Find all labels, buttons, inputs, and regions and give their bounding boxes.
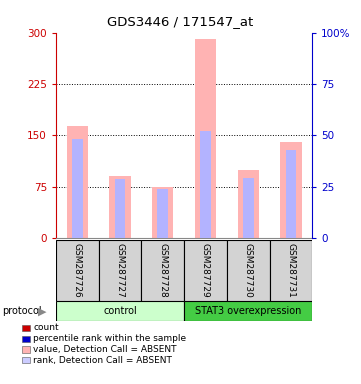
Bar — [280, 142, 301, 238]
Text: rank, Detection Call = ABSENT: rank, Detection Call = ABSENT — [33, 356, 172, 365]
Bar — [115, 179, 125, 238]
Text: ▶: ▶ — [38, 306, 47, 316]
Text: GSM287729: GSM287729 — [201, 243, 210, 298]
Text: protocol: protocol — [2, 306, 42, 316]
Bar — [227, 240, 270, 301]
Text: GDS3446 / 171547_at: GDS3446 / 171547_at — [107, 15, 254, 28]
Bar — [286, 151, 296, 238]
Bar — [243, 178, 253, 238]
Bar — [56, 240, 99, 301]
Bar — [184, 301, 312, 321]
Bar — [72, 139, 83, 238]
Text: GSM287731: GSM287731 — [286, 243, 295, 298]
Text: control: control — [103, 306, 137, 316]
Bar — [195, 40, 216, 238]
Text: GSM287730: GSM287730 — [244, 243, 253, 298]
Bar — [270, 240, 312, 301]
Text: STAT3 overexpression: STAT3 overexpression — [195, 306, 301, 316]
Text: GSM287728: GSM287728 — [158, 243, 167, 298]
Bar — [184, 240, 227, 301]
Text: GSM287726: GSM287726 — [73, 243, 82, 298]
Text: value, Detection Call = ABSENT: value, Detection Call = ABSENT — [33, 345, 177, 354]
Bar — [157, 189, 168, 238]
Text: percentile rank within the sample: percentile rank within the sample — [33, 334, 186, 343]
Bar — [99, 240, 142, 301]
Text: count: count — [33, 323, 59, 333]
Bar — [152, 187, 173, 238]
Bar — [200, 131, 211, 238]
Text: GSM287727: GSM287727 — [116, 243, 125, 298]
Bar — [109, 177, 131, 238]
Bar — [67, 126, 88, 238]
Bar — [56, 301, 184, 321]
Bar — [238, 170, 259, 238]
Bar — [142, 240, 184, 301]
